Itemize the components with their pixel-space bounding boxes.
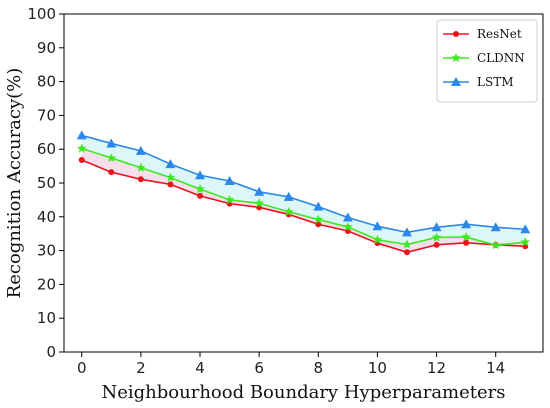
y-tick-label: 20 — [37, 275, 56, 293]
series-line-lstm — [81, 134, 526, 234]
fill-layer — [81, 135, 526, 253]
series-line-resnet — [81, 159, 526, 254]
data-point-lstm — [76, 130, 87, 140]
data-point-cldnn — [313, 214, 324, 224]
data-point-lstm — [283, 191, 294, 201]
legend-label-cldnn: CLDNN — [477, 51, 525, 65]
data-point-cldnn — [343, 221, 353, 231]
data-point-resnet — [433, 241, 440, 248]
data-point-lstm — [372, 221, 383, 231]
data-point-lstm — [254, 186, 265, 196]
y-tick-label: 30 — [37, 242, 56, 260]
data-point-cldnn — [106, 152, 117, 163]
data-point-cldnn — [490, 240, 501, 250]
data-point-cldnn — [165, 172, 176, 182]
x-axis-title: Neighbourhood Boundary Hyperparameters — [101, 382, 505, 403]
data-point-cldnn — [402, 239, 412, 249]
data-point-resnet — [197, 192, 204, 199]
data-point-cldnn — [254, 198, 264, 208]
y-tick-label: 0 — [46, 343, 56, 361]
data-point-cldnn — [136, 162, 146, 172]
data-point-lstm — [135, 145, 146, 155]
data-point-cldnn — [520, 237, 531, 247]
data-point-lstm — [431, 222, 442, 232]
data-point-lstm — [461, 219, 472, 229]
x-tick-label: 2 — [136, 359, 146, 377]
y-tick-label: 80 — [37, 73, 56, 91]
y-tick-label: 40 — [37, 208, 56, 226]
data-point-resnet — [463, 239, 470, 246]
legend-marker-cldnn — [451, 53, 461, 63]
data-point-lstm — [401, 227, 412, 237]
legend-marker-lstm — [451, 77, 461, 86]
data-point-resnet — [167, 181, 174, 188]
data-point-lstm — [165, 159, 176, 169]
legend-label-lstm: LSTM — [477, 75, 513, 89]
y-tick-label: 90 — [37, 39, 56, 57]
data-point-lstm — [195, 170, 206, 180]
data-point-cldnn — [195, 184, 205, 194]
y-tick-label: 50 — [37, 174, 56, 192]
data-point-lstm — [520, 224, 531, 234]
data-point-cldnn — [461, 232, 471, 242]
data-point-cldnn — [283, 206, 294, 216]
x-axis: 0 2 4 6 8 10 12 14 — [77, 352, 505, 377]
data-point-resnet — [403, 249, 410, 256]
data-point-resnet — [137, 176, 144, 183]
y-tick-label: 100 — [27, 5, 56, 23]
x-tick-label: 8 — [314, 359, 324, 377]
data-point-lstm — [490, 222, 501, 232]
data-point-cldnn — [372, 234, 383, 244]
y-tick-label: 70 — [37, 106, 56, 124]
data-point-cldnn — [76, 143, 87, 153]
data-point-cldnn — [224, 194, 235, 204]
legend-marker-resnet — [453, 31, 459, 37]
series-line-cldnn — [81, 147, 526, 247]
data-point-lstm — [224, 175, 235, 185]
y-axis: 0 10 20 30 40 50 60 70 80 90 100 — [27, 5, 64, 361]
data-point-lstm — [313, 201, 324, 211]
x-tick-label: 12 — [427, 359, 446, 377]
x-tick-label: 0 — [77, 359, 87, 377]
data-point-resnet — [108, 169, 115, 176]
data-point-lstm — [342, 212, 353, 222]
data-point-resnet — [315, 221, 322, 228]
y-tick-label: 10 — [37, 309, 56, 327]
x-tick-label: 14 — [486, 359, 505, 377]
x-tick-label: 6 — [254, 359, 264, 377]
x-tick-label: 4 — [195, 359, 205, 377]
series-layer — [76, 130, 531, 256]
data-point-resnet — [78, 157, 85, 164]
legend-label-resnet: ResNet — [477, 27, 522, 41]
y-tick-label: 60 — [37, 140, 56, 158]
data-point-lstm — [106, 138, 117, 148]
x-tick-label: 10 — [368, 359, 387, 377]
fill-between-cldnn-lstm — [81, 135, 526, 246]
data-point-cldnn — [431, 232, 442, 242]
y-axis-title: Recognition Accuracy(%) — [4, 68, 25, 299]
legend: ResNet CLDNN LSTM — [436, 19, 538, 103]
